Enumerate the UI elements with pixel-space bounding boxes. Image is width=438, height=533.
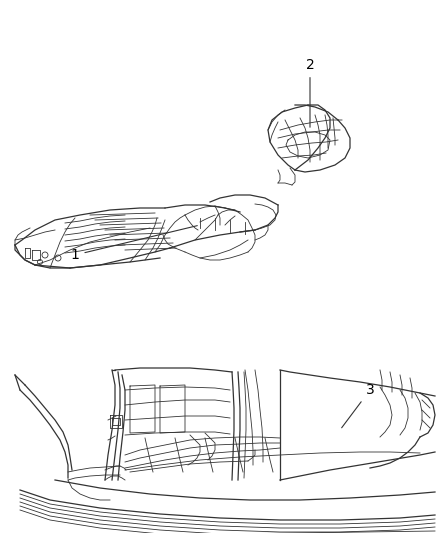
Text: 1: 1 <box>71 225 197 262</box>
Text: 3: 3 <box>342 383 374 428</box>
Text: 2: 2 <box>306 58 314 127</box>
